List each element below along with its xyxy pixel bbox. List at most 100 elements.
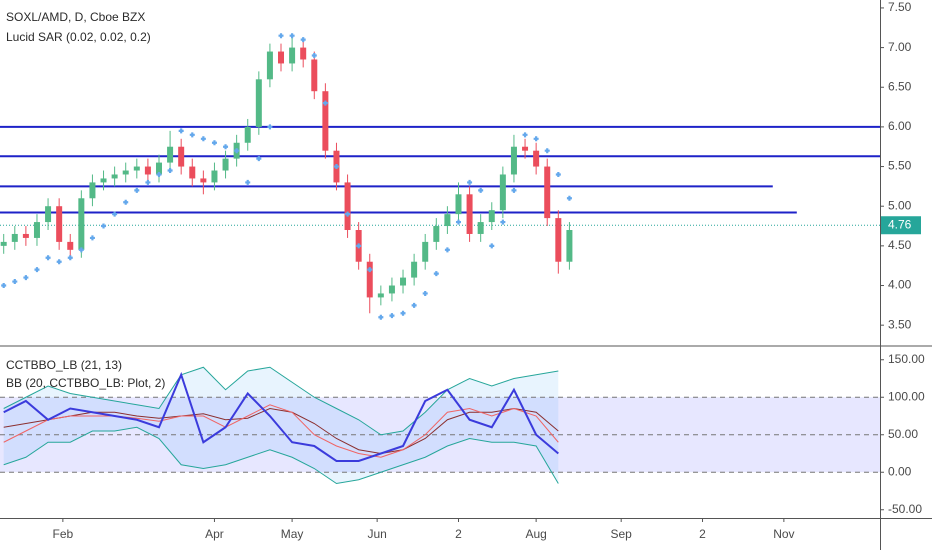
candle-body xyxy=(289,47,296,64)
sar-dot xyxy=(444,247,450,253)
candle-body xyxy=(533,150,540,167)
candle-body xyxy=(488,210,495,223)
sar-dot xyxy=(223,144,229,150)
sar-dot xyxy=(89,235,95,241)
candle-body xyxy=(45,206,52,223)
candle-body xyxy=(0,241,7,246)
candle-body xyxy=(211,170,218,183)
candle-body xyxy=(111,174,118,179)
sar-dot xyxy=(333,164,339,170)
candle-body xyxy=(278,51,285,64)
candle-body xyxy=(178,146,185,167)
sar-dot xyxy=(566,195,572,201)
sar-dot xyxy=(411,302,417,308)
y-tick-label: 150.00 xyxy=(888,352,925,366)
sar-dot xyxy=(211,140,217,146)
candle-body xyxy=(466,194,473,234)
sar-dot xyxy=(34,267,40,273)
sar-dot xyxy=(367,267,373,273)
sar-dot xyxy=(145,179,151,185)
candle-body xyxy=(22,233,29,238)
candle-body xyxy=(133,166,140,171)
indicator-line xyxy=(3,366,559,436)
candle-body xyxy=(67,241,74,250)
sar-dot xyxy=(112,211,118,217)
candle-body xyxy=(522,146,529,151)
y-tick-label: -50.00 xyxy=(888,502,922,516)
candle-body xyxy=(89,182,96,199)
candle-body xyxy=(455,194,462,215)
candle-body xyxy=(566,230,573,262)
indicator-label: Lucid SAR (0.02, 0.02, 0.2) xyxy=(6,30,151,44)
candle-body xyxy=(167,146,174,163)
candle-body xyxy=(300,47,307,60)
last-price-box xyxy=(881,216,921,235)
sar-dot xyxy=(245,179,251,185)
sar-dot xyxy=(67,255,73,261)
sar-dot xyxy=(455,219,461,225)
candle-body xyxy=(477,222,484,234)
sar-dot xyxy=(500,219,506,225)
candle-body xyxy=(144,166,151,175)
sar-dot xyxy=(555,171,561,177)
indicator-line xyxy=(3,426,559,485)
candle-body xyxy=(366,261,373,298)
candle-body xyxy=(56,206,63,242)
sar-dot xyxy=(267,124,273,130)
x-tick-label: Aug xyxy=(525,527,546,541)
candle-body xyxy=(322,91,329,151)
sar-dot xyxy=(522,132,528,138)
candle-body xyxy=(510,146,517,175)
chart-title: SOXL/AMD, D, Cboe BZX xyxy=(6,10,145,24)
candle-body xyxy=(544,166,551,219)
sar-dot xyxy=(422,290,428,296)
y-tick-label: 5.00 xyxy=(888,198,912,212)
y-tick-label: 100.00 xyxy=(888,389,925,403)
sar-dot xyxy=(489,243,495,249)
y-tick-label: 4.00 xyxy=(888,278,912,292)
sar-dot xyxy=(378,314,384,320)
x-tick-label: Nov xyxy=(773,527,794,541)
indicator-label: CCTBBO_LB (21, 13) xyxy=(6,358,122,372)
sar-dot xyxy=(533,136,539,142)
y-tick-label: 50.00 xyxy=(888,427,918,441)
y-tick-label: 0.00 xyxy=(888,464,912,478)
sar-dot xyxy=(123,199,129,205)
x-tick-label: Apr xyxy=(205,527,224,541)
y-tick-label: 4.50 xyxy=(888,238,912,252)
x-tick-label: 2 xyxy=(699,527,706,541)
candle-body xyxy=(377,293,384,298)
candle-body xyxy=(411,261,418,278)
candle-body xyxy=(555,218,562,262)
sar-dot xyxy=(12,279,18,285)
candle-body xyxy=(255,79,262,127)
x-tick-label: 2 xyxy=(455,527,462,541)
sar-dot xyxy=(23,275,29,281)
x-tick-label: Jun xyxy=(367,527,386,541)
indicator-line xyxy=(3,371,559,462)
sar-dot xyxy=(289,33,295,39)
candle-body xyxy=(11,233,18,242)
candle-body xyxy=(122,170,129,175)
sar-dot xyxy=(433,271,439,277)
sar-dot xyxy=(178,128,184,134)
sar-dot xyxy=(156,171,162,177)
candle-body xyxy=(189,166,196,179)
sar-dot xyxy=(467,179,473,185)
sar-dot xyxy=(200,136,206,142)
marks: 3.50 4.00 4.50 5.00 5.50 6.00 6.50 7.00 7.50 4.76… xyxy=(0,0,925,541)
sar-dot xyxy=(511,187,517,193)
sar-dot xyxy=(389,313,395,319)
y-tick-label: 7.50 xyxy=(888,0,912,14)
x-tick-label: May xyxy=(281,527,304,541)
candle-body xyxy=(244,126,251,143)
sar-dot xyxy=(345,211,351,217)
sar-dot xyxy=(56,259,62,265)
sar-dot xyxy=(1,283,7,289)
candle-body xyxy=(433,226,440,242)
sar-dot xyxy=(278,33,284,39)
candle-body xyxy=(222,158,229,171)
candle-body xyxy=(400,277,407,286)
